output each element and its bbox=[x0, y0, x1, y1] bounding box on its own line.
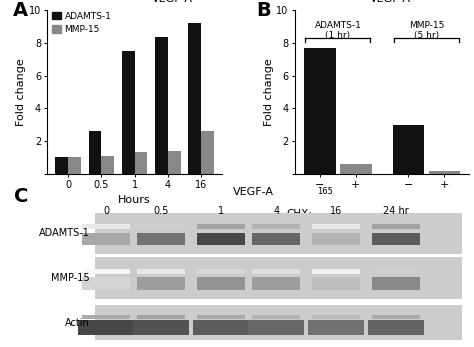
Text: 24 hr: 24 hr bbox=[383, 206, 409, 216]
X-axis label: Hours: Hours bbox=[118, 195, 151, 205]
FancyBboxPatch shape bbox=[82, 277, 130, 290]
FancyBboxPatch shape bbox=[372, 224, 420, 229]
FancyBboxPatch shape bbox=[82, 269, 130, 274]
Text: VEGF-A: VEGF-A bbox=[233, 187, 273, 197]
FancyBboxPatch shape bbox=[137, 232, 185, 245]
FancyBboxPatch shape bbox=[137, 315, 185, 319]
Text: ADAMTS-1: ADAMTS-1 bbox=[39, 228, 90, 238]
FancyBboxPatch shape bbox=[82, 322, 130, 333]
FancyBboxPatch shape bbox=[252, 322, 301, 333]
FancyBboxPatch shape bbox=[137, 322, 185, 333]
Text: 1: 1 bbox=[218, 206, 224, 216]
FancyBboxPatch shape bbox=[94, 213, 462, 254]
FancyBboxPatch shape bbox=[372, 322, 420, 333]
Bar bbox=[89, 131, 101, 174]
FancyBboxPatch shape bbox=[197, 277, 245, 290]
FancyBboxPatch shape bbox=[197, 269, 245, 274]
FancyBboxPatch shape bbox=[193, 320, 249, 335]
Text: ADAMTS-1: ADAMTS-1 bbox=[314, 21, 361, 30]
Text: CHX:: CHX: bbox=[286, 209, 312, 219]
FancyBboxPatch shape bbox=[82, 232, 130, 245]
Bar bbox=[155, 36, 168, 174]
FancyBboxPatch shape bbox=[197, 315, 245, 319]
FancyBboxPatch shape bbox=[372, 232, 420, 245]
FancyBboxPatch shape bbox=[308, 320, 364, 335]
FancyBboxPatch shape bbox=[94, 305, 462, 340]
FancyBboxPatch shape bbox=[372, 315, 420, 319]
Y-axis label: Fold change: Fold change bbox=[264, 58, 273, 126]
Text: A: A bbox=[12, 1, 27, 20]
FancyBboxPatch shape bbox=[312, 224, 360, 229]
Bar bbox=[304, 48, 336, 174]
Bar bbox=[428, 171, 460, 174]
Text: VEGF-A: VEGF-A bbox=[370, 0, 411, 4]
Bar bbox=[135, 152, 147, 174]
Text: (1 hr): (1 hr) bbox=[325, 31, 350, 40]
Text: 4: 4 bbox=[273, 206, 279, 216]
Text: MMP-15: MMP-15 bbox=[409, 21, 444, 30]
FancyBboxPatch shape bbox=[197, 224, 245, 229]
FancyBboxPatch shape bbox=[137, 277, 185, 290]
Legend: ADAMTS-1, MMP-15: ADAMTS-1, MMP-15 bbox=[48, 8, 115, 38]
FancyBboxPatch shape bbox=[312, 232, 360, 245]
Text: 0.5: 0.5 bbox=[154, 206, 169, 216]
Bar bbox=[122, 51, 135, 174]
Text: 0: 0 bbox=[103, 206, 109, 216]
FancyBboxPatch shape bbox=[252, 232, 301, 245]
FancyBboxPatch shape bbox=[197, 322, 245, 333]
Text: 165: 165 bbox=[318, 187, 333, 196]
FancyBboxPatch shape bbox=[312, 277, 360, 290]
FancyBboxPatch shape bbox=[94, 257, 462, 299]
Bar bbox=[168, 151, 181, 174]
Text: C: C bbox=[14, 187, 28, 206]
FancyBboxPatch shape bbox=[248, 320, 304, 335]
Bar bbox=[68, 157, 81, 174]
Y-axis label: Fold change: Fold change bbox=[16, 58, 26, 126]
FancyBboxPatch shape bbox=[197, 232, 245, 245]
FancyBboxPatch shape bbox=[368, 320, 423, 335]
FancyBboxPatch shape bbox=[137, 269, 185, 274]
Text: B: B bbox=[256, 1, 271, 20]
Bar bbox=[392, 125, 424, 174]
FancyBboxPatch shape bbox=[312, 269, 360, 274]
Text: Actin: Actin bbox=[65, 318, 90, 328]
FancyBboxPatch shape bbox=[82, 315, 130, 319]
Bar bbox=[101, 155, 114, 174]
FancyBboxPatch shape bbox=[312, 315, 360, 319]
FancyBboxPatch shape bbox=[137, 224, 185, 229]
FancyBboxPatch shape bbox=[252, 269, 301, 274]
Text: (5 hr): (5 hr) bbox=[414, 31, 439, 40]
FancyBboxPatch shape bbox=[252, 277, 301, 290]
FancyBboxPatch shape bbox=[133, 320, 189, 335]
Bar bbox=[340, 164, 372, 174]
Text: 16: 16 bbox=[330, 206, 342, 216]
FancyBboxPatch shape bbox=[252, 315, 301, 319]
FancyBboxPatch shape bbox=[372, 269, 420, 274]
Bar bbox=[55, 157, 68, 174]
FancyBboxPatch shape bbox=[372, 277, 420, 290]
FancyBboxPatch shape bbox=[252, 224, 301, 229]
FancyBboxPatch shape bbox=[78, 320, 134, 335]
Text: VEGF-A: VEGF-A bbox=[152, 0, 193, 4]
FancyBboxPatch shape bbox=[82, 224, 130, 229]
Text: MMP-15: MMP-15 bbox=[51, 273, 90, 283]
Bar bbox=[201, 131, 214, 174]
FancyBboxPatch shape bbox=[312, 322, 360, 333]
Bar bbox=[189, 24, 201, 174]
